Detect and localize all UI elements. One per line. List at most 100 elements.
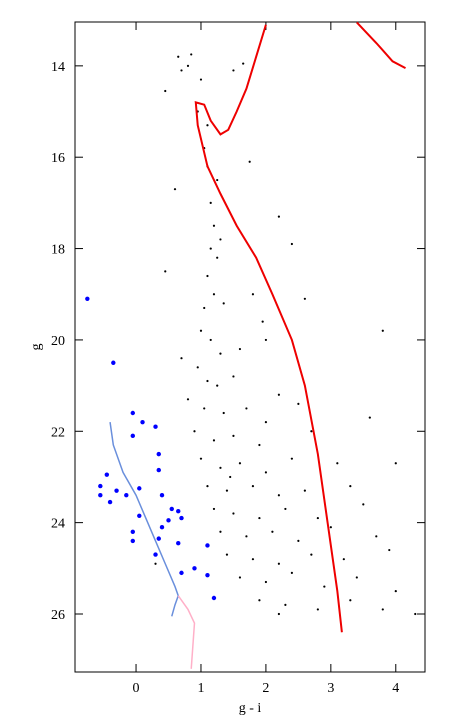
y-tick-label: 22 (51, 425, 65, 440)
point (111, 360, 116, 365)
point (310, 430, 313, 433)
point (258, 443, 261, 447)
point (216, 256, 219, 259)
point (137, 513, 142, 518)
point (336, 462, 339, 465)
point (179, 570, 184, 576)
x-tick-label: 4 (392, 681, 399, 696)
y-tick-label: 20 (51, 334, 65, 349)
point (114, 488, 119, 493)
point (203, 407, 206, 410)
point (316, 516, 319, 520)
point (107, 499, 113, 505)
point (159, 525, 165, 530)
point (238, 462, 242, 465)
point (164, 270, 167, 273)
point (232, 434, 235, 437)
point (173, 188, 177, 191)
point (153, 552, 158, 557)
point (264, 471, 268, 474)
point (284, 603, 287, 606)
point (206, 379, 209, 383)
point (104, 472, 110, 477)
point (381, 329, 384, 332)
x-tick-label: 0 (133, 681, 140, 696)
point (310, 553, 313, 556)
point (229, 475, 232, 479)
point (264, 338, 268, 342)
point (290, 242, 293, 246)
point (303, 297, 306, 300)
point (169, 506, 174, 512)
point (277, 612, 280, 616)
point (219, 238, 222, 241)
point (355, 576, 358, 579)
point (414, 612, 417, 616)
point (342, 558, 345, 561)
point (203, 306, 206, 310)
y-tick-label: 24 (51, 517, 65, 532)
point (186, 64, 190, 67)
point (156, 536, 161, 541)
point (130, 410, 135, 416)
point (154, 562, 157, 565)
point (212, 293, 216, 296)
point (206, 274, 209, 278)
point (176, 509, 181, 514)
y-tick-label: 26 (51, 608, 65, 623)
point (329, 526, 332, 529)
point (362, 503, 365, 506)
point (199, 329, 203, 332)
point (394, 462, 397, 465)
point (216, 178, 219, 182)
point (349, 599, 352, 602)
point (277, 562, 280, 565)
point (199, 78, 203, 81)
point (258, 516, 261, 520)
point (180, 357, 183, 360)
curve (109, 422, 180, 617)
point (316, 608, 319, 611)
point (303, 489, 306, 492)
point (98, 493, 103, 498)
point (205, 543, 210, 548)
point (297, 539, 300, 543)
point (196, 366, 199, 369)
point (277, 393, 280, 396)
point (225, 489, 229, 492)
point (209, 201, 212, 204)
curve (177, 595, 196, 669)
point (222, 411, 225, 415)
point (219, 466, 222, 469)
point (179, 515, 184, 521)
point (206, 124, 209, 127)
y-tick-label: 16 (51, 151, 65, 166)
point (153, 424, 158, 429)
point (238, 347, 242, 351)
point (137, 486, 142, 491)
y-tick-label: 18 (51, 243, 65, 258)
y-axis-label: g (29, 344, 44, 351)
point (212, 439, 216, 442)
point (232, 375, 235, 378)
point (130, 529, 135, 534)
x-tick-label: 2 (262, 681, 269, 696)
point (251, 484, 255, 488)
point (261, 320, 264, 323)
point (193, 430, 196, 433)
point (85, 296, 90, 302)
point (209, 338, 212, 342)
point (124, 493, 129, 498)
point (297, 402, 300, 405)
point (258, 599, 261, 602)
point (98, 483, 103, 489)
point (156, 451, 161, 457)
point (206, 484, 209, 488)
point (290, 571, 293, 574)
point (245, 535, 248, 538)
point (130, 433, 135, 439)
point (225, 553, 229, 556)
point (219, 530, 222, 533)
point (238, 576, 242, 579)
